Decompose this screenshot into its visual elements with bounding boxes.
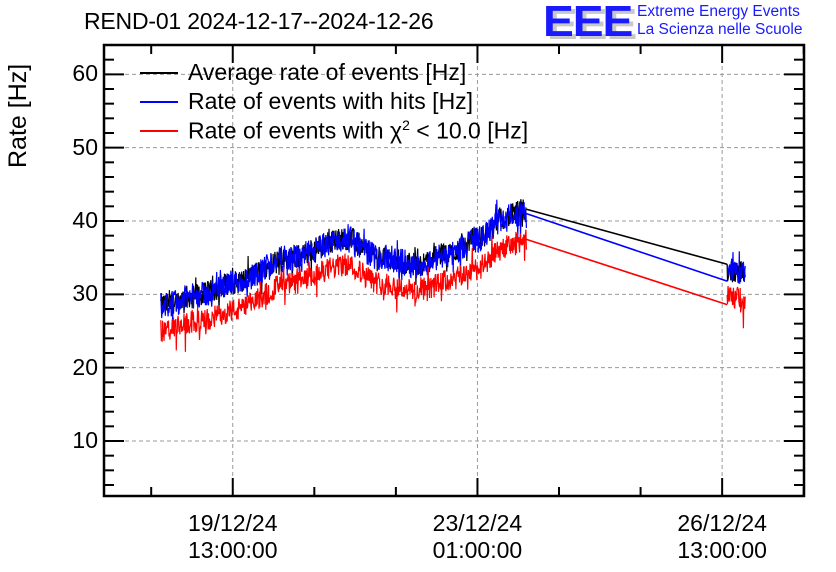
- legend-swatch-black: [140, 71, 178, 74]
- legend-label-prefix: Rate of events with χ: [188, 117, 403, 144]
- plot-frame: [102, 43, 806, 498]
- x-tick-label: 26/12/24 13:00:00: [662, 510, 782, 564]
- legend-swatch-red: [140, 129, 178, 132]
- legend-item-hits: Rate of events with hits [Hz]: [140, 87, 528, 116]
- y-tick-label: 50: [72, 133, 98, 160]
- legend-label-sup: 2: [402, 116, 410, 133]
- x-tick-time: 13:00:00: [677, 537, 767, 563]
- series-data-line: [726, 251, 746, 284]
- y-tick-label: 20: [72, 353, 98, 380]
- y-tick-label: 30: [72, 280, 98, 307]
- axis-ticks: [104, 44, 805, 496]
- series-hits: [160, 199, 746, 324]
- y-tick-label: 60: [72, 60, 98, 87]
- y-axis-label: Rate [Hz]: [4, 63, 32, 168]
- series-group: [160, 199, 746, 352]
- logo-mark: EEE EEE: [543, 0, 639, 49]
- legend-swatch-blue: [140, 100, 178, 103]
- logo-line1: Extreme Energy Events: [637, 3, 800, 20]
- series-connector-line: [526, 212, 728, 282]
- x-tick-label: 23/12/24 01:00:00: [417, 510, 537, 564]
- chart-title: REND-01 2024-12-17--2024-12-26: [84, 8, 434, 34]
- legend-label: Rate of events with χ2 < 10.0 [Hz]: [188, 117, 528, 145]
- legend-label-suffix: < 10.0 [Hz]: [409, 117, 529, 144]
- x-tick-date: 26/12/24: [677, 510, 767, 536]
- series-chi2: [160, 229, 746, 352]
- series-data-line: [726, 286, 746, 329]
- x-tick-date: 23/12/24: [432, 510, 523, 536]
- y-tick-label: 40: [72, 207, 98, 233]
- legend: Average rate of events [Hz] Rate of even…: [140, 58, 528, 145]
- logo-shadow: EEE: [547, 0, 637, 49]
- series-data-line: [160, 199, 527, 324]
- x-tick-label: 19/12/24 13:00:00: [173, 510, 293, 564]
- legend-label: Rate of events with hits [Hz]: [188, 88, 474, 114]
- series-connector-line: [526, 238, 728, 306]
- x-tick-date: 19/12/24: [187, 510, 278, 536]
- y-tick-label: 10: [72, 427, 98, 453]
- x-tick-time: 13:00:00: [187, 537, 278, 563]
- logo-text: Extreme Energy Events La Scienza nelle S…: [637, 3, 802, 39]
- legend-label: Average rate of events [Hz]: [188, 59, 467, 85]
- series-data-line: [160, 229, 527, 352]
- logo-line2: La Scienza nelle Scuole: [637, 21, 803, 38]
- x-tick-time: 01:00:00: [432, 537, 523, 563]
- logo-letters: EEE: [543, 0, 633, 46]
- legend-item-chi2: Rate of events with χ2 < 10.0 [Hz]: [140, 116, 528, 145]
- series-connector-line: [526, 208, 728, 266]
- legend-item-average: Average rate of events [Hz]: [140, 58, 528, 87]
